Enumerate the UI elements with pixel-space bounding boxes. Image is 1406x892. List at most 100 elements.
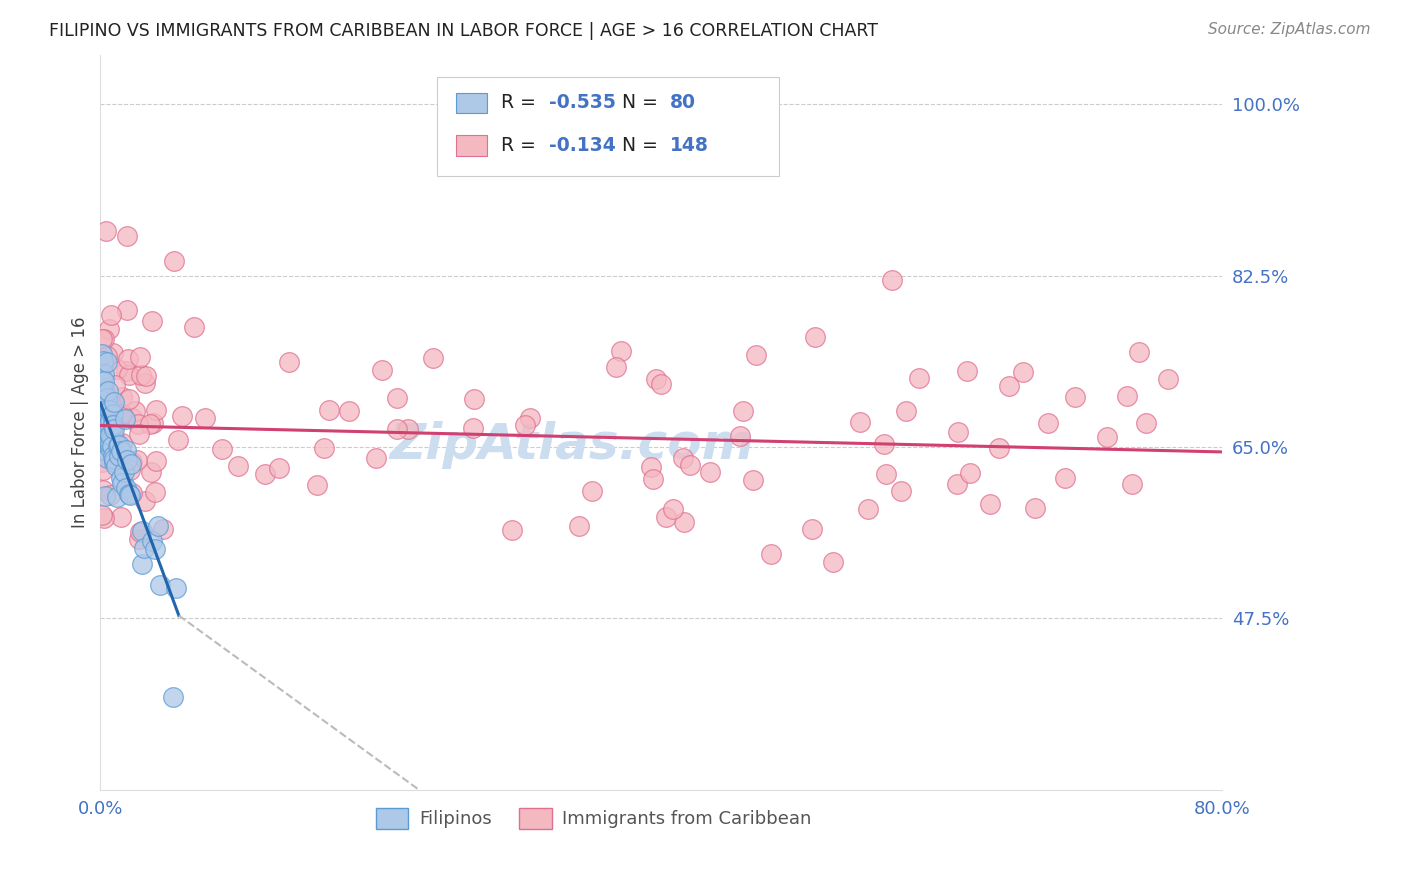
Point xyxy=(98,437,121,451)
Point xyxy=(96,437,118,451)
Point xyxy=(98,322,121,336)
Point xyxy=(131,524,153,539)
Point xyxy=(93,402,115,417)
Point xyxy=(98,416,121,430)
Point xyxy=(672,450,695,465)
Point xyxy=(145,403,167,417)
Point xyxy=(228,458,250,473)
Point xyxy=(90,455,112,469)
Point xyxy=(759,547,782,561)
Point xyxy=(135,369,157,384)
FancyBboxPatch shape xyxy=(437,78,779,177)
Point xyxy=(568,519,591,533)
Point xyxy=(129,350,152,364)
Point xyxy=(650,376,672,391)
Point xyxy=(90,346,112,360)
Point xyxy=(101,439,124,453)
Point xyxy=(90,508,112,523)
Point xyxy=(145,542,167,557)
Point xyxy=(98,392,121,406)
Point xyxy=(134,493,156,508)
Point xyxy=(890,483,912,498)
Point xyxy=(163,253,186,268)
Point xyxy=(91,390,114,404)
Point xyxy=(121,411,143,425)
Point xyxy=(115,482,138,496)
Point xyxy=(801,522,824,536)
Point xyxy=(894,404,917,418)
Point xyxy=(873,436,896,450)
Point xyxy=(90,332,112,346)
Point xyxy=(146,519,169,533)
Point xyxy=(1115,389,1137,403)
Text: N =: N = xyxy=(621,94,664,112)
Point xyxy=(501,523,523,537)
Point xyxy=(1121,477,1143,491)
Point xyxy=(110,471,132,485)
Point xyxy=(385,422,408,436)
Point xyxy=(91,354,114,368)
Text: -0.134: -0.134 xyxy=(548,136,616,155)
Point xyxy=(91,463,114,477)
Point xyxy=(93,424,115,438)
Point xyxy=(422,351,444,365)
Point xyxy=(111,458,134,472)
Point xyxy=(165,581,187,595)
Text: Source: ZipAtlas.com: Source: ZipAtlas.com xyxy=(1208,22,1371,37)
Point xyxy=(733,403,755,417)
Point xyxy=(278,355,301,369)
Point xyxy=(114,412,136,426)
Point xyxy=(96,349,118,363)
Point xyxy=(101,398,124,412)
Point xyxy=(103,431,125,445)
Text: ZipAtlas.com: ZipAtlas.com xyxy=(389,420,754,468)
Point xyxy=(94,225,117,239)
Point xyxy=(882,273,904,287)
Point xyxy=(93,368,115,382)
Point xyxy=(121,485,143,500)
Point xyxy=(97,402,120,417)
Point xyxy=(167,433,190,447)
Point xyxy=(124,403,146,417)
Point xyxy=(107,438,129,452)
Point xyxy=(371,363,394,377)
Point xyxy=(128,427,150,442)
Text: -0.535: -0.535 xyxy=(548,94,616,112)
Point xyxy=(110,443,132,458)
Point xyxy=(91,386,114,401)
Point xyxy=(643,473,665,487)
Point xyxy=(96,450,118,465)
Point xyxy=(103,395,125,409)
Point xyxy=(640,459,662,474)
Point xyxy=(162,690,184,704)
Point xyxy=(108,410,131,425)
Point xyxy=(112,465,135,479)
Point xyxy=(114,442,136,457)
Point xyxy=(1036,416,1059,430)
Point xyxy=(142,416,165,430)
Point xyxy=(112,475,135,490)
Point xyxy=(139,465,162,479)
Point xyxy=(111,436,134,450)
Point xyxy=(115,364,138,378)
Point xyxy=(1156,372,1178,386)
Point xyxy=(152,522,174,536)
Point xyxy=(134,541,156,555)
Point xyxy=(120,457,142,471)
Point xyxy=(101,346,124,360)
Point xyxy=(93,443,115,458)
Point xyxy=(312,442,335,456)
Point xyxy=(91,401,114,415)
Point xyxy=(91,397,114,411)
Point xyxy=(90,429,112,443)
Point xyxy=(107,438,129,452)
Point xyxy=(908,371,931,385)
Point xyxy=(605,360,627,375)
Point xyxy=(364,450,387,465)
Point xyxy=(110,452,132,467)
Point xyxy=(1095,430,1118,444)
Point xyxy=(956,364,979,378)
Text: R =: R = xyxy=(501,136,541,155)
Point xyxy=(96,355,118,369)
Point xyxy=(1063,390,1085,404)
